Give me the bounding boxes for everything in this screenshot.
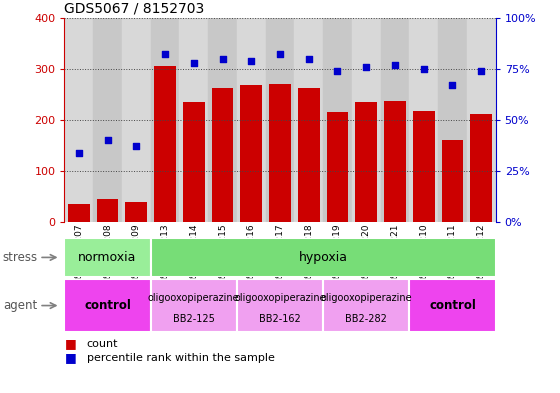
Text: stress: stress <box>3 251 38 264</box>
Bar <box>212 88 234 222</box>
Bar <box>237 18 265 222</box>
Text: BB2-125: BB2-125 <box>173 314 214 324</box>
Point <box>448 82 457 88</box>
Text: oligooxopiperazine: oligooxopiperazine <box>148 293 240 303</box>
Text: control: control <box>84 299 131 312</box>
Bar <box>384 101 406 222</box>
Text: count: count <box>87 339 118 349</box>
Bar <box>352 18 381 222</box>
Bar <box>413 111 435 222</box>
Bar <box>64 238 151 277</box>
Point <box>333 68 342 74</box>
Bar <box>122 18 151 222</box>
Bar <box>154 66 176 222</box>
Text: percentile rank within the sample: percentile rank within the sample <box>87 353 274 363</box>
Bar <box>438 18 467 222</box>
Point <box>276 51 284 58</box>
Bar <box>125 202 147 222</box>
Text: oligooxopiperazine: oligooxopiperazine <box>320 293 412 303</box>
Point <box>161 51 170 58</box>
Point <box>304 55 313 62</box>
Bar <box>151 279 237 332</box>
Bar <box>442 140 463 222</box>
Bar <box>269 84 291 222</box>
Text: hypoxia: hypoxia <box>298 251 348 264</box>
Bar <box>183 102 204 222</box>
Text: ■: ■ <box>64 351 76 364</box>
Bar <box>64 18 93 222</box>
Text: BB2-162: BB2-162 <box>259 314 301 324</box>
Bar <box>295 18 323 222</box>
Point <box>362 64 371 70</box>
Bar <box>97 199 118 222</box>
Bar <box>409 279 496 332</box>
Point <box>132 143 141 150</box>
Text: ■: ■ <box>64 337 76 351</box>
Point <box>103 137 112 143</box>
Text: GDS5067 / 8152703: GDS5067 / 8152703 <box>64 1 204 15</box>
Point <box>74 149 83 156</box>
Bar <box>326 112 348 222</box>
Text: oligooxopiperazine: oligooxopiperazine <box>234 293 326 303</box>
Bar <box>68 204 90 222</box>
Bar <box>237 279 323 332</box>
Bar <box>356 102 377 222</box>
Bar <box>151 238 496 277</box>
Bar <box>179 18 208 222</box>
Bar <box>93 18 122 222</box>
Bar <box>298 88 320 222</box>
Bar <box>208 18 237 222</box>
Bar <box>381 18 409 222</box>
Text: agent: agent <box>3 299 37 312</box>
Bar <box>323 18 352 222</box>
Point <box>247 57 256 64</box>
Text: BB2-282: BB2-282 <box>346 314 387 324</box>
Bar <box>409 18 438 222</box>
Text: normoxia: normoxia <box>78 251 137 264</box>
Point <box>390 62 399 68</box>
Point <box>218 55 227 62</box>
Point <box>477 68 486 74</box>
Point <box>189 59 198 66</box>
Bar <box>467 18 496 222</box>
Bar <box>64 279 151 332</box>
Bar <box>323 279 409 332</box>
Bar <box>240 85 262 222</box>
Bar <box>470 114 492 222</box>
Text: control: control <box>429 299 476 312</box>
Bar <box>151 18 179 222</box>
Bar <box>265 18 295 222</box>
Point <box>419 66 428 72</box>
